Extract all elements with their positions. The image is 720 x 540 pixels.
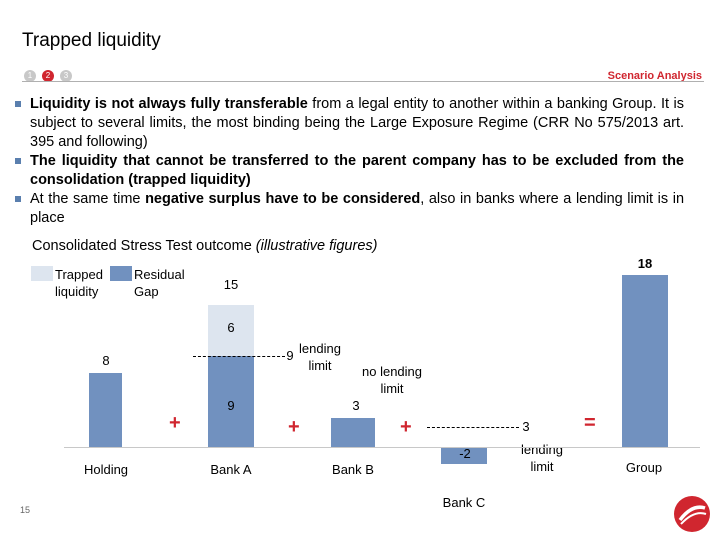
- bar-value-holding: 8: [102, 353, 110, 368]
- bar-value-bank-c: -2: [459, 446, 471, 461]
- legend-swatch-trapped: [31, 266, 53, 281]
- bullet-square-icon: [15, 196, 21, 202]
- header-divider: [22, 81, 704, 82]
- plus-operator-3: +: [400, 416, 412, 438]
- chart-baseline: [64, 447, 700, 448]
- legend-swatch-residual: [110, 266, 132, 281]
- step-2-indicator[interactable]: 2: [42, 70, 54, 82]
- bar-bank-b: [331, 418, 375, 447]
- category-label-holding: Holding: [83, 462, 129, 477]
- bar-value-bank-b: 3: [352, 398, 360, 413]
- plus-operator-1: +: [169, 412, 181, 434]
- legend-label-residual: Residual Gap: [134, 267, 185, 299]
- category-label-bank-c: Bank C: [442, 495, 486, 510]
- bullet-1: Liquidity is not always fully transferab…: [12, 95, 684, 152]
- bullet-square-icon: [15, 158, 21, 164]
- bank-c-limit-note: lending limit: [521, 442, 563, 474]
- category-label-group: Group: [625, 460, 663, 475]
- bar-bank-a-trapped: [208, 305, 254, 356]
- bar-bank-a-residual: [208, 356, 254, 447]
- bar-value-group: 18: [637, 256, 653, 271]
- category-label-bank-b: Bank B: [332, 462, 374, 477]
- bank-logo-icon: [674, 496, 710, 532]
- bank-c-limit-line: [427, 427, 519, 428]
- bar-value-bank-a-trapped: 6: [227, 320, 235, 335]
- bar-total-bank-a: 15: [223, 277, 239, 292]
- section-label: Scenario Analysis: [607, 70, 702, 82]
- category-label-bank-a: Bank A: [210, 462, 252, 477]
- step-3-indicator[interactable]: 3: [60, 70, 72, 82]
- bank-a-limit-note: lending limit: [299, 341, 341, 373]
- legend-label-trapped: Trapped liquidity: [55, 267, 103, 299]
- bank-b-note: no lending limit: [362, 364, 422, 396]
- bullet-3: At the same time negative surplus have t…: [12, 190, 684, 228]
- page-number: 15: [20, 505, 31, 515]
- chart-title: Consolidated Stress Test outcome (illust…: [32, 238, 378, 254]
- page-title: Trapped liquidity: [22, 30, 161, 51]
- bullet-2: The liquidity that cannot be transferred…: [12, 152, 684, 190]
- bar-bank-c: [441, 447, 487, 464]
- bar-value-bank-a-residual: 9: [227, 398, 235, 413]
- plus-operator-2: +: [288, 416, 300, 438]
- bullet-square-icon: [15, 101, 21, 107]
- bank-a-limit-value: 9: [286, 348, 294, 363]
- step-1-indicator[interactable]: 1: [24, 70, 36, 82]
- bar-group: [622, 275, 668, 447]
- bar-holding: [89, 373, 122, 447]
- bullet-list: Liquidity is not always fully transferab…: [12, 95, 684, 228]
- bank-c-limit-value: 3: [522, 419, 530, 434]
- equals-operator: =: [584, 412, 596, 434]
- bank-a-limit-line: [193, 356, 285, 357]
